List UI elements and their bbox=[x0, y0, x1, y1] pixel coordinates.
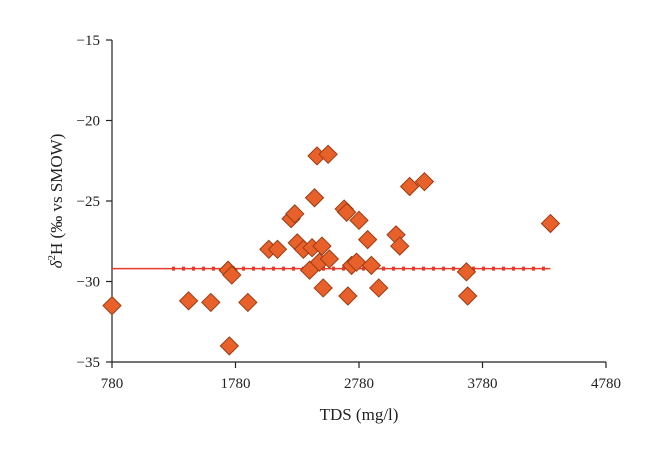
data-point bbox=[349, 210, 369, 231]
x-tick-label: 2780 bbox=[344, 376, 374, 392]
data-point bbox=[357, 229, 378, 250]
data-point bbox=[318, 144, 338, 165]
data-point bbox=[338, 286, 358, 306]
plot-area: 780 1780 2780 3780 4780 −15 −20 −25 −30 −35 bbox=[77, 33, 621, 392]
data-point bbox=[414, 171, 435, 192]
data-point bbox=[312, 236, 332, 256]
data-point bbox=[222, 265, 242, 285]
data-point bbox=[361, 255, 382, 276]
y-ticks: −15 −20 −25 −30 −35 bbox=[77, 33, 112, 371]
data-point bbox=[540, 213, 561, 234]
data-point bbox=[219, 336, 240, 356]
y-tick-label: −35 bbox=[77, 355, 100, 371]
x-tick-label: 3780 bbox=[468, 376, 498, 392]
data-point bbox=[285, 204, 305, 224]
data-point bbox=[390, 236, 410, 256]
data-point bbox=[369, 278, 389, 298]
x-ticks: 780 1780 2780 3780 4780 bbox=[101, 362, 621, 392]
y-tick-label: −20 bbox=[77, 114, 100, 130]
data-point bbox=[336, 202, 357, 222]
data-point bbox=[313, 278, 333, 298]
y-axis-label-main: H (‰ vs SMOW) bbox=[47, 134, 66, 255]
x-axis-label: TDS (mg/l) bbox=[320, 405, 399, 424]
y-tick-label: −25 bbox=[77, 194, 100, 210]
data-point bbox=[319, 249, 340, 269]
x-tick-label: 1780 bbox=[221, 376, 251, 392]
data-points bbox=[102, 144, 561, 356]
data-point bbox=[304, 188, 325, 208]
data-point bbox=[399, 176, 420, 197]
data-point bbox=[238, 292, 258, 313]
y-tick-label: −15 bbox=[77, 33, 100, 49]
data-point bbox=[201, 292, 221, 313]
y-axis-label-superscript: 2 bbox=[46, 255, 58, 261]
x-tick-label: 4780 bbox=[591, 376, 621, 392]
data-point bbox=[267, 239, 288, 260]
y-axis-label: δ2H (‰ vs SMOW) bbox=[46, 134, 66, 269]
data-point bbox=[178, 291, 199, 311]
y-axis-label-prefix: δ bbox=[47, 259, 66, 268]
data-point bbox=[456, 262, 477, 282]
data-point bbox=[346, 252, 367, 272]
x-tick-label: 780 bbox=[101, 376, 124, 392]
y-tick-label: −30 bbox=[77, 275, 100, 291]
data-point bbox=[102, 295, 122, 316]
data-point bbox=[457, 286, 478, 306]
